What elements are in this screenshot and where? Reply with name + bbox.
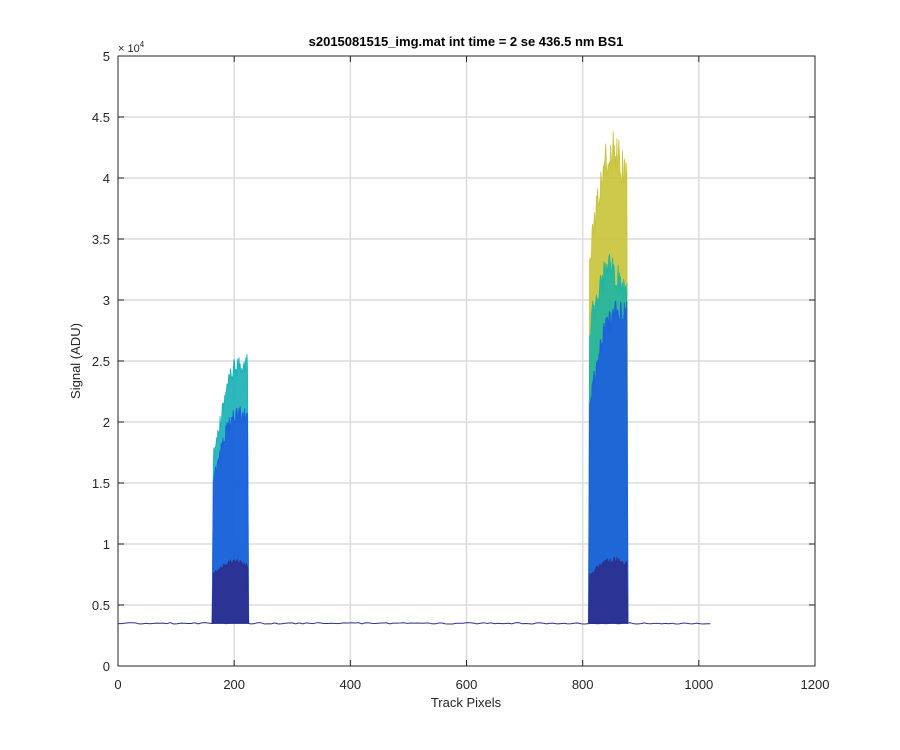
y-tick-label: 2.5: [92, 354, 110, 369]
x-tick-label: 0: [114, 677, 121, 692]
y-tick-label: 0: [103, 659, 110, 674]
y-tick-label: 2: [103, 415, 110, 430]
x-tick-label: 800: [572, 677, 594, 692]
y-tick-label: 0.5: [92, 598, 110, 613]
y-tick-label: 3: [103, 293, 110, 308]
y-tick-label: 5: [103, 49, 110, 64]
x-tick-label: 1000: [684, 677, 713, 692]
data-layer: [118, 131, 711, 625]
y-exponent-label: × 104: [118, 40, 145, 55]
y-tick-label: 1.5: [92, 476, 110, 491]
x-axis-label: Track Pixels: [431, 695, 502, 710]
y-exponent-power: 4: [140, 40, 145, 49]
chart-title: s2015081515_img.mat int time = 2 se 436.…: [309, 34, 624, 49]
x-tick-label: 600: [456, 677, 478, 692]
baseline-trace: [118, 622, 711, 625]
x-tick-label: 400: [339, 677, 361, 692]
y-exponent-base: × 10: [118, 43, 140, 55]
y-tick-label: 4: [103, 171, 110, 186]
peak-2-inner-area: [588, 556, 629, 624]
x-tick-label: 200: [223, 677, 245, 692]
x-tick-label: 1200: [801, 677, 830, 692]
y-tick-label: 4.5: [92, 110, 110, 125]
peak-2-middle-area: [588, 300, 629, 624]
y-axis-label: Signal (ADU): [68, 323, 83, 399]
peak-1-inner-area: [211, 558, 250, 624]
y-tick-label: 3.5: [92, 232, 110, 247]
y-tick-label: 1: [103, 537, 110, 552]
ticks: 0 200 400 600 800 1000 1200 0 0.5 1 1.5 2 2.5 3 3.5 4 4.…: [92, 49, 830, 692]
